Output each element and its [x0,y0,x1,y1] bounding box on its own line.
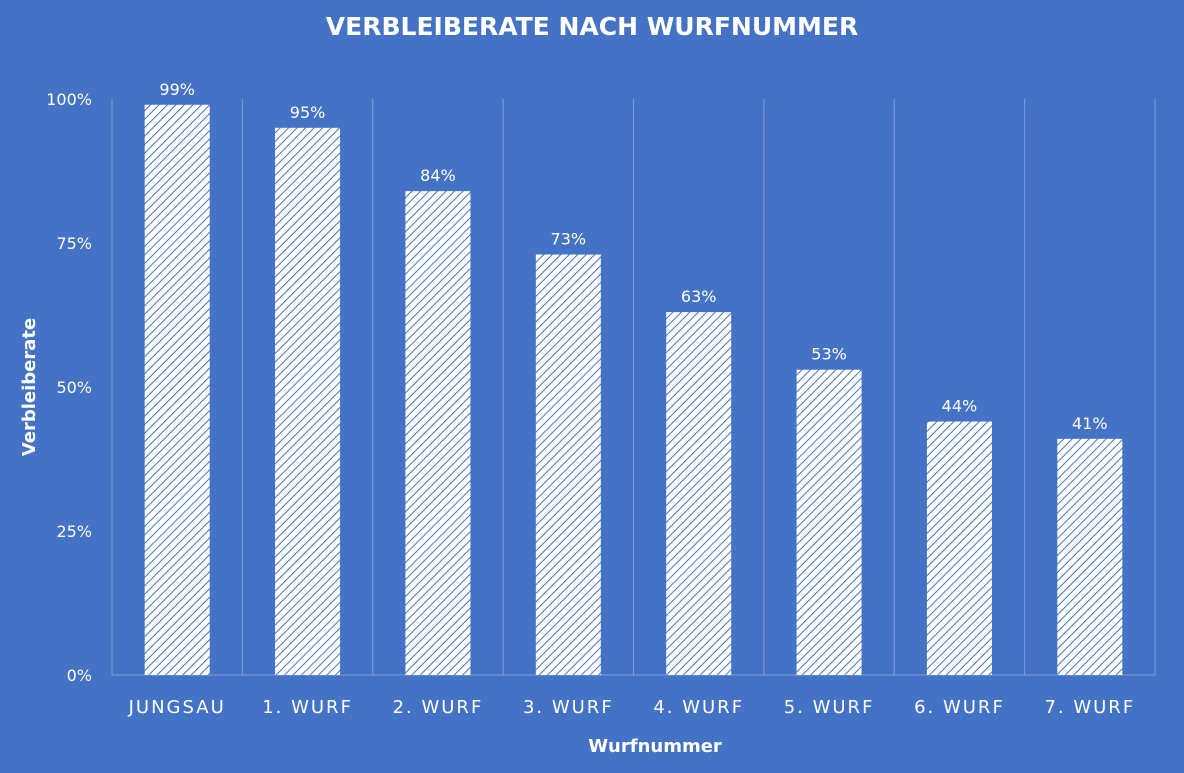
bar [926,421,992,675]
x-tick-label: 6. WURF [914,697,1005,718]
x-tick-label: 2. WURF [393,697,484,718]
x-tick-labels: JUNGSAU 1. WURF 2. WURF 3. WURF 4. WURF 5. WU… [128,697,1135,718]
data-label: 41% [1072,414,1108,433]
data-label: 73% [551,230,587,249]
data-label: 95% [290,103,326,122]
bar [405,191,471,675]
x-axis-title: Wurfnummer [588,736,722,757]
data-label: 99% [159,80,195,99]
data-labels: 99% 95% 84% 73% 63% 53% 44% 41% [159,80,1107,433]
y-tick-label: 0% [67,666,92,685]
data-label: 63% [681,287,717,306]
y-tick-labels: 0% 25% 50% 75% 100% [46,90,92,685]
bar [796,369,862,675]
bars [144,104,1123,676]
bar [144,104,210,675]
y-tick-label: 100% [46,90,92,109]
grid-lines [111,99,1156,676]
y-tick-label: 25% [56,522,92,541]
data-label: 84% [420,166,456,185]
x-tick-label: 7. WURF [1044,697,1135,718]
data-label: 53% [811,345,847,364]
y-tick-label: 75% [56,234,92,253]
bar [1057,438,1123,675]
bar [666,312,732,675]
y-tick-label: 50% [56,378,92,397]
y-axis-title: Verbleiberate [19,318,40,456]
bar [535,254,601,675]
x-tick-label: 4. WURF [653,697,744,718]
x-tick-label: JUNGSAU [128,697,226,718]
x-tick-label: 1. WURF [262,697,353,718]
x-tick-label: 3. WURF [523,697,614,718]
data-label: 44% [942,397,978,416]
chart-title: VERBLEIBERATE NACH WURFNUMMER [326,12,858,41]
x-tick-label: 5. WURF [784,697,875,718]
bar [275,127,341,676]
